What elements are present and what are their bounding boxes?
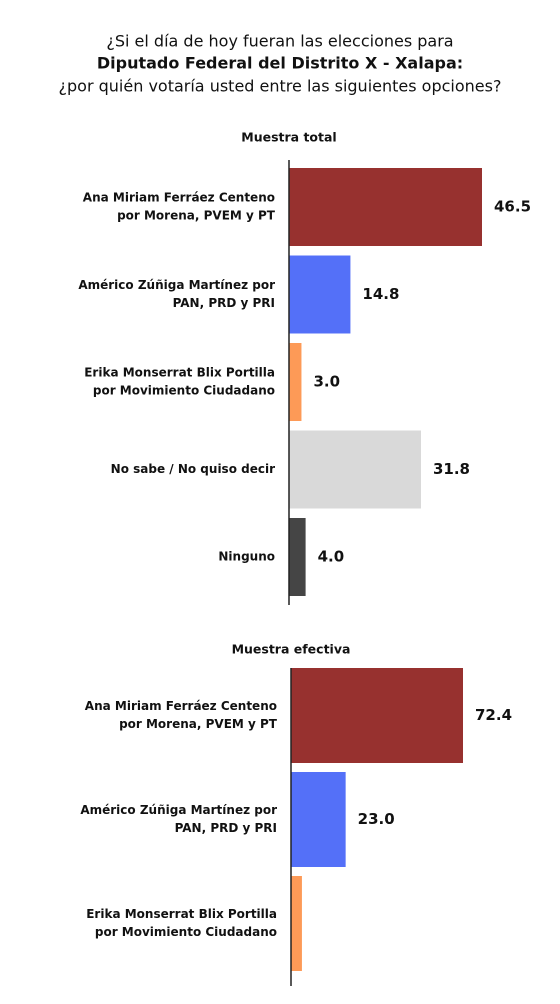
title-line: ¿Si el día de hoy fueran las elecciones …	[106, 32, 453, 51]
category-label: Ninguno	[218, 550, 275, 564]
category-label: Ana Miriam Ferráez Centeno	[83, 191, 275, 205]
category-label: Ana Miriam Ferráez Centeno	[85, 699, 277, 713]
value-label: 4.0	[318, 548, 345, 566]
category-label: por Morena, PVEM y PT	[117, 209, 276, 223]
category-label: Erika Monserrat Blix Portilla	[84, 366, 275, 380]
bar	[289, 430, 421, 509]
value-label: 14.8	[362, 285, 399, 303]
bar	[289, 343, 302, 421]
bar	[289, 168, 482, 246]
category-label: por Movimiento Ciudadano	[95, 925, 277, 939]
category-label: Américo Zúñiga Martínez por	[80, 803, 277, 817]
category-label: PAN, PRD y PRI	[173, 296, 275, 310]
bar	[291, 772, 346, 867]
value-label: 46.5	[494, 198, 531, 216]
value-label: 72.4	[475, 706, 512, 724]
title-line: ¿por quién votaría usted entre las sigui…	[59, 77, 502, 96]
bar	[289, 518, 306, 596]
bar	[291, 668, 463, 763]
chart-subtitle: Muestra total	[241, 130, 336, 145]
value-label: 23.0	[358, 810, 395, 828]
category-label: No sabe / No quiso decir	[111, 462, 275, 476]
category-label: por Morena, PVEM y PT	[119, 717, 278, 731]
value-label: 3.0	[313, 373, 340, 391]
category-label: Erika Monserrat Blix Portilla	[86, 907, 277, 921]
category-label: por Movimiento Ciudadano	[93, 384, 275, 398]
bar	[289, 255, 351, 334]
title-line: Diputado Federal del Distrito X - Xalapa…	[97, 54, 463, 73]
category-label: PAN, PRD y PRI	[175, 821, 277, 835]
chart-subtitle: Muestra efectiva	[232, 642, 351, 657]
category-label: Américo Zúñiga Martínez por	[78, 278, 275, 292]
bar	[291, 876, 302, 971]
value-label: 31.8	[433, 460, 470, 478]
